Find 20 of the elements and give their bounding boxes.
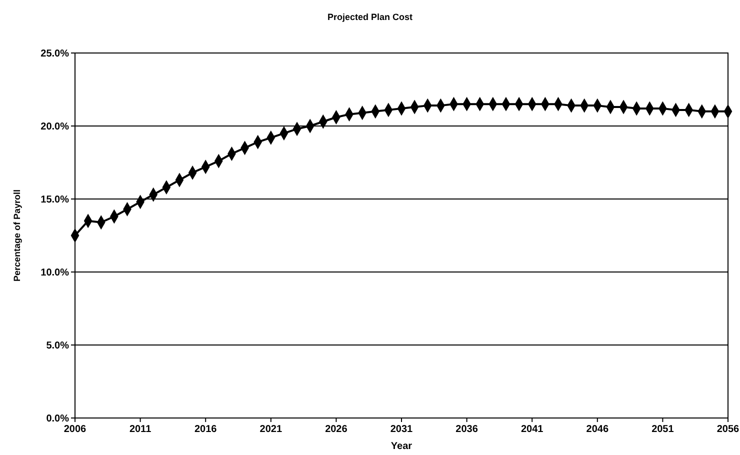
x-axis-title: Year — [390, 441, 412, 452]
y-tick-label: 20.0% — [40, 122, 70, 132]
x-tick-label: 2026 — [325, 424, 348, 435]
chart-title: Projected Plan Cost — [327, 12, 413, 22]
x-tick-label: 2056 — [716, 424, 740, 435]
y-tick-label: 0.0% — [46, 414, 70, 424]
x-tick-label: 2046 — [586, 424, 609, 435]
x-tick-label: 2016 — [194, 424, 218, 435]
x-tick-label: 2031 — [390, 424, 414, 435]
x-tick-label: 2011 — [129, 424, 152, 435]
x-tick-label: 2021 — [260, 424, 282, 435]
y-tick-label: 25.0% — [40, 48, 70, 60]
y-axis-title: Percentage of Payroll — [12, 189, 22, 282]
y-tick-label: 10.0% — [40, 268, 70, 278]
x-tick-label: 2041 — [520, 424, 544, 435]
x-tick-label: 2051 — [652, 424, 674, 435]
x-tick-label: 2006 — [64, 424, 87, 435]
y-tick-label: 15.0% — [40, 194, 70, 206]
y-tick-label: 5.0% — [46, 340, 70, 352]
x-tick-label: 2036 — [456, 424, 478, 435]
